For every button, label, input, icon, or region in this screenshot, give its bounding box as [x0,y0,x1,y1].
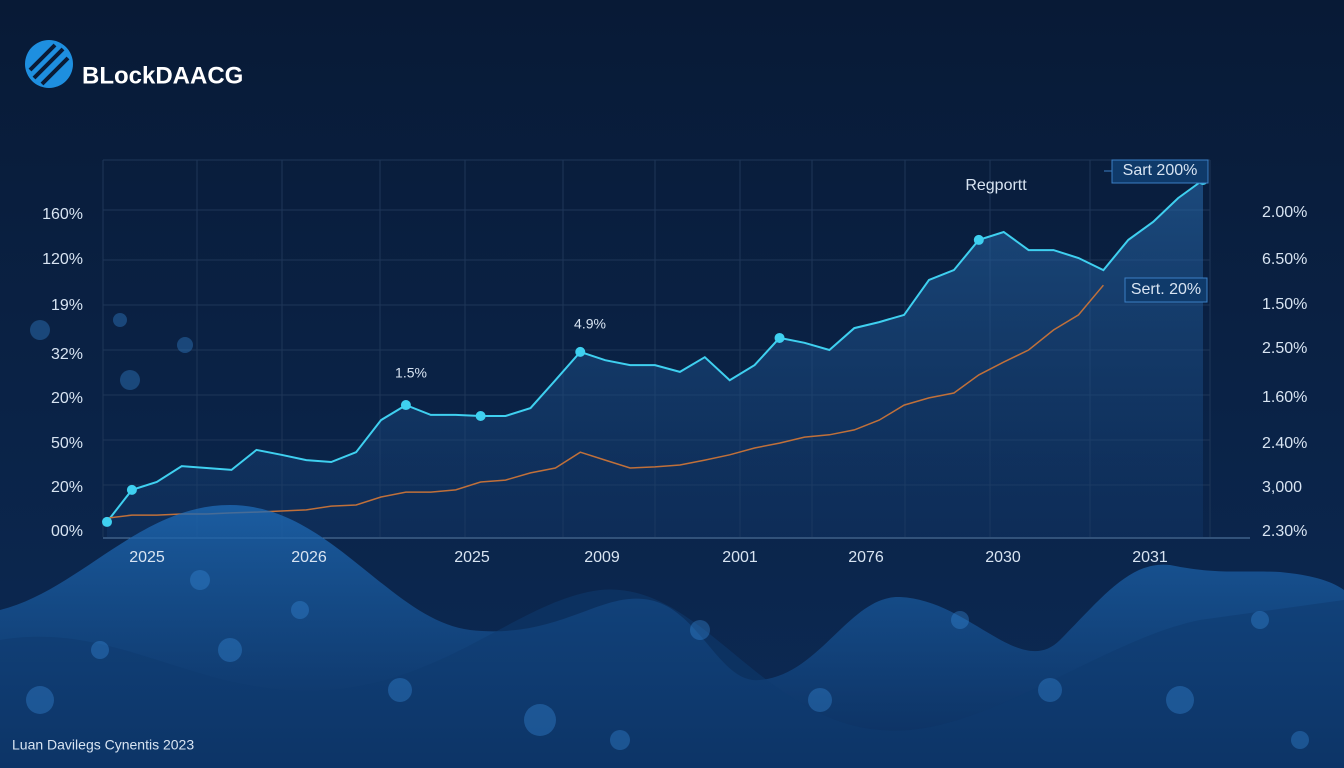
marker [126,484,137,495]
footer: Luan Davilegs Cynentis 2023 [12,737,194,753]
annotation: Sert. 20% [1131,281,1201,298]
y2-label: 1.60% [1262,389,1307,406]
x-label: 2031 [1132,549,1168,566]
annotation: Regportt [965,177,1027,194]
x-label: 2025 [129,549,165,566]
y2-label: 2.50% [1262,340,1307,357]
marker [973,234,984,245]
logo [25,40,73,88]
annotation: 1.5% [395,365,427,381]
y-label: 120% [42,251,83,268]
y2-label: 1.50% [1262,296,1307,313]
y2-label: 3,000 [1262,479,1302,496]
x-label: 2009 [584,549,620,566]
plot [102,174,1208,537]
marker [475,410,486,421]
x-label: 2025 [454,549,490,566]
y-label: 00% [51,523,83,540]
brand: BLockDAACG [82,62,243,89]
x-label: 2076 [848,549,884,566]
network-dots [26,313,1309,750]
line [106,179,1204,523]
marker [774,332,785,343]
y-label: 20% [51,479,83,496]
y2-label: 2.30% [1262,523,1307,540]
x-label: 2001 [722,549,758,566]
y-label: 20% [51,390,83,407]
annotation: Sart 200% [1123,162,1198,179]
y2-label: 2.00% [1262,204,1307,221]
y-label: 50% [51,435,83,452]
y-label: 19% [51,297,83,314]
marker [575,346,586,357]
y-label: 160% [42,206,83,223]
x-label: 2030 [985,549,1021,566]
x-label: 2026 [291,549,327,566]
callout-box [1124,277,1208,303]
wave [0,589,1344,768]
marker [400,400,411,411]
line [106,284,1104,519]
marker [102,516,112,527]
y2-label: 6.50% [1262,251,1307,268]
annotation: 4.9% [574,316,606,332]
y2-label: 2.40% [1262,435,1307,452]
area [107,180,1203,537]
y-label: 32% [51,346,83,363]
